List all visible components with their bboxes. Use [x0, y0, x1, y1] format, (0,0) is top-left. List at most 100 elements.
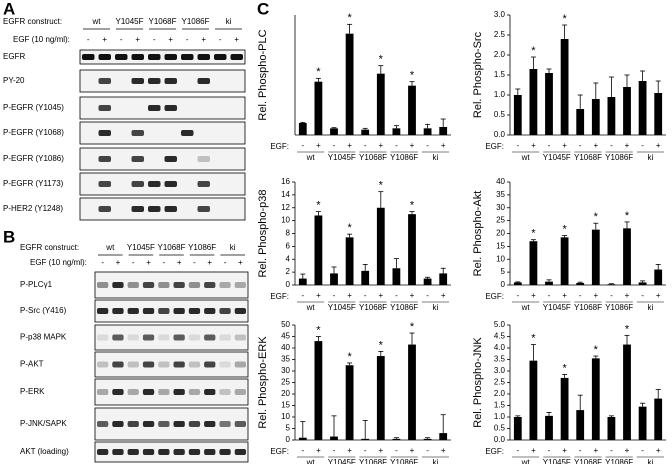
significance-marker: * — [379, 339, 384, 351]
bar — [392, 128, 401, 135]
bar — [408, 85, 416, 135]
band — [97, 449, 109, 455]
group-label: Y1068F — [359, 458, 387, 464]
bar — [298, 278, 307, 285]
significance-marker: * — [347, 351, 352, 363]
x-tick-label: + — [531, 141, 536, 150]
x-tick-label: + — [378, 291, 383, 300]
x-tick-label: - — [641, 291, 644, 300]
bar — [529, 360, 538, 440]
significance-marker: * — [410, 200, 415, 212]
panel-label: C — [257, 0, 269, 18]
significance-marker: * — [594, 344, 599, 356]
band — [97, 421, 109, 427]
band — [127, 389, 139, 395]
treatment: + — [238, 258, 243, 267]
treatment: + — [234, 35, 239, 44]
x-tick-label: - — [579, 141, 582, 150]
band — [188, 282, 201, 288]
band — [131, 206, 144, 212]
group-label: Y1045F — [543, 153, 571, 162]
bar — [560, 377, 569, 440]
construct-label: EGFR construct: — [20, 243, 79, 252]
x-tick-label: + — [347, 141, 352, 150]
bar — [298, 437, 307, 440]
y-tick-label: 0.5 — [494, 110, 506, 119]
bar — [576, 410, 585, 440]
band — [131, 78, 144, 84]
y-tick-label: 6 — [286, 241, 291, 250]
x-axis-label: EGF: — [270, 292, 289, 301]
blot-label: P-EGFR (Y1068) — [3, 128, 64, 137]
y-tick-label: 30 — [496, 203, 505, 212]
band — [219, 389, 231, 395]
group-label: Y1045F — [328, 153, 356, 162]
x-tick-label: + — [410, 141, 415, 150]
significance-marker: * — [316, 200, 321, 212]
y-tick-label: 3.0 — [494, 10, 506, 19]
x-tick-label: - — [364, 446, 367, 455]
bar — [439, 433, 448, 440]
blot-label: P-p38 MAPK — [20, 333, 67, 342]
x-axis-label: EGF: — [485, 292, 504, 301]
band — [173, 361, 185, 368]
bar — [423, 128, 432, 135]
band — [188, 308, 201, 314]
band — [173, 308, 185, 314]
bar — [345, 365, 354, 440]
band — [204, 449, 216, 455]
y-tick-label: 25 — [281, 378, 290, 387]
band — [158, 334, 170, 341]
group-label: wt — [521, 153, 531, 162]
bar — [345, 237, 354, 285]
x-tick-label: - — [579, 291, 582, 300]
x-tick-label: + — [378, 446, 383, 455]
band — [234, 282, 246, 288]
band — [127, 334, 139, 341]
group-label: ki — [433, 303, 439, 312]
band — [127, 421, 139, 427]
blot-label: P-EGFR (Y1173) — [3, 179, 64, 188]
treatment: + — [201, 35, 206, 44]
y-tick-label: 40 — [281, 343, 290, 352]
blot-frame — [79, 96, 246, 120]
significance-marker: * — [379, 180, 384, 192]
band — [142, 449, 155, 455]
x-tick-label: - — [301, 291, 304, 300]
blot-label: AKT (loading) — [20, 447, 69, 456]
y-tick-label: 50 — [281, 320, 290, 329]
significance-marker: * — [594, 211, 599, 223]
band — [112, 449, 124, 455]
band — [234, 389, 246, 395]
y-tick-label: 12 — [281, 203, 290, 212]
bar — [638, 282, 647, 285]
band — [234, 361, 246, 368]
x-tick-label: - — [548, 446, 551, 455]
band — [112, 334, 124, 341]
blot-frame — [94, 441, 249, 463]
bar — [529, 69, 538, 135]
bar — [361, 438, 370, 440]
band — [127, 449, 139, 455]
blot-label: EGFR — [3, 52, 25, 61]
band — [234, 308, 246, 314]
group-label: ki — [648, 153, 654, 162]
x-axis-label: EGF: — [485, 447, 504, 456]
construct-name: Y1068F — [157, 243, 185, 252]
y-tick-label: 15 — [281, 401, 290, 410]
group-label: Y1045F — [543, 303, 571, 312]
band — [164, 156, 177, 162]
construct-name: wt — [92, 17, 102, 26]
x-tick-label: - — [548, 291, 551, 300]
significance-marker: * — [531, 45, 536, 57]
x-tick-label: - — [516, 291, 519, 300]
band — [142, 334, 155, 341]
significance-marker: * — [625, 323, 630, 335]
y-axis-label: Rel. Phospho-Src — [472, 31, 484, 118]
treatment: + — [102, 35, 107, 44]
x-tick-label: + — [531, 446, 536, 455]
band — [214, 54, 227, 60]
y-tick-label: 0.0 — [494, 130, 506, 139]
band — [142, 282, 155, 288]
bar — [623, 228, 631, 285]
